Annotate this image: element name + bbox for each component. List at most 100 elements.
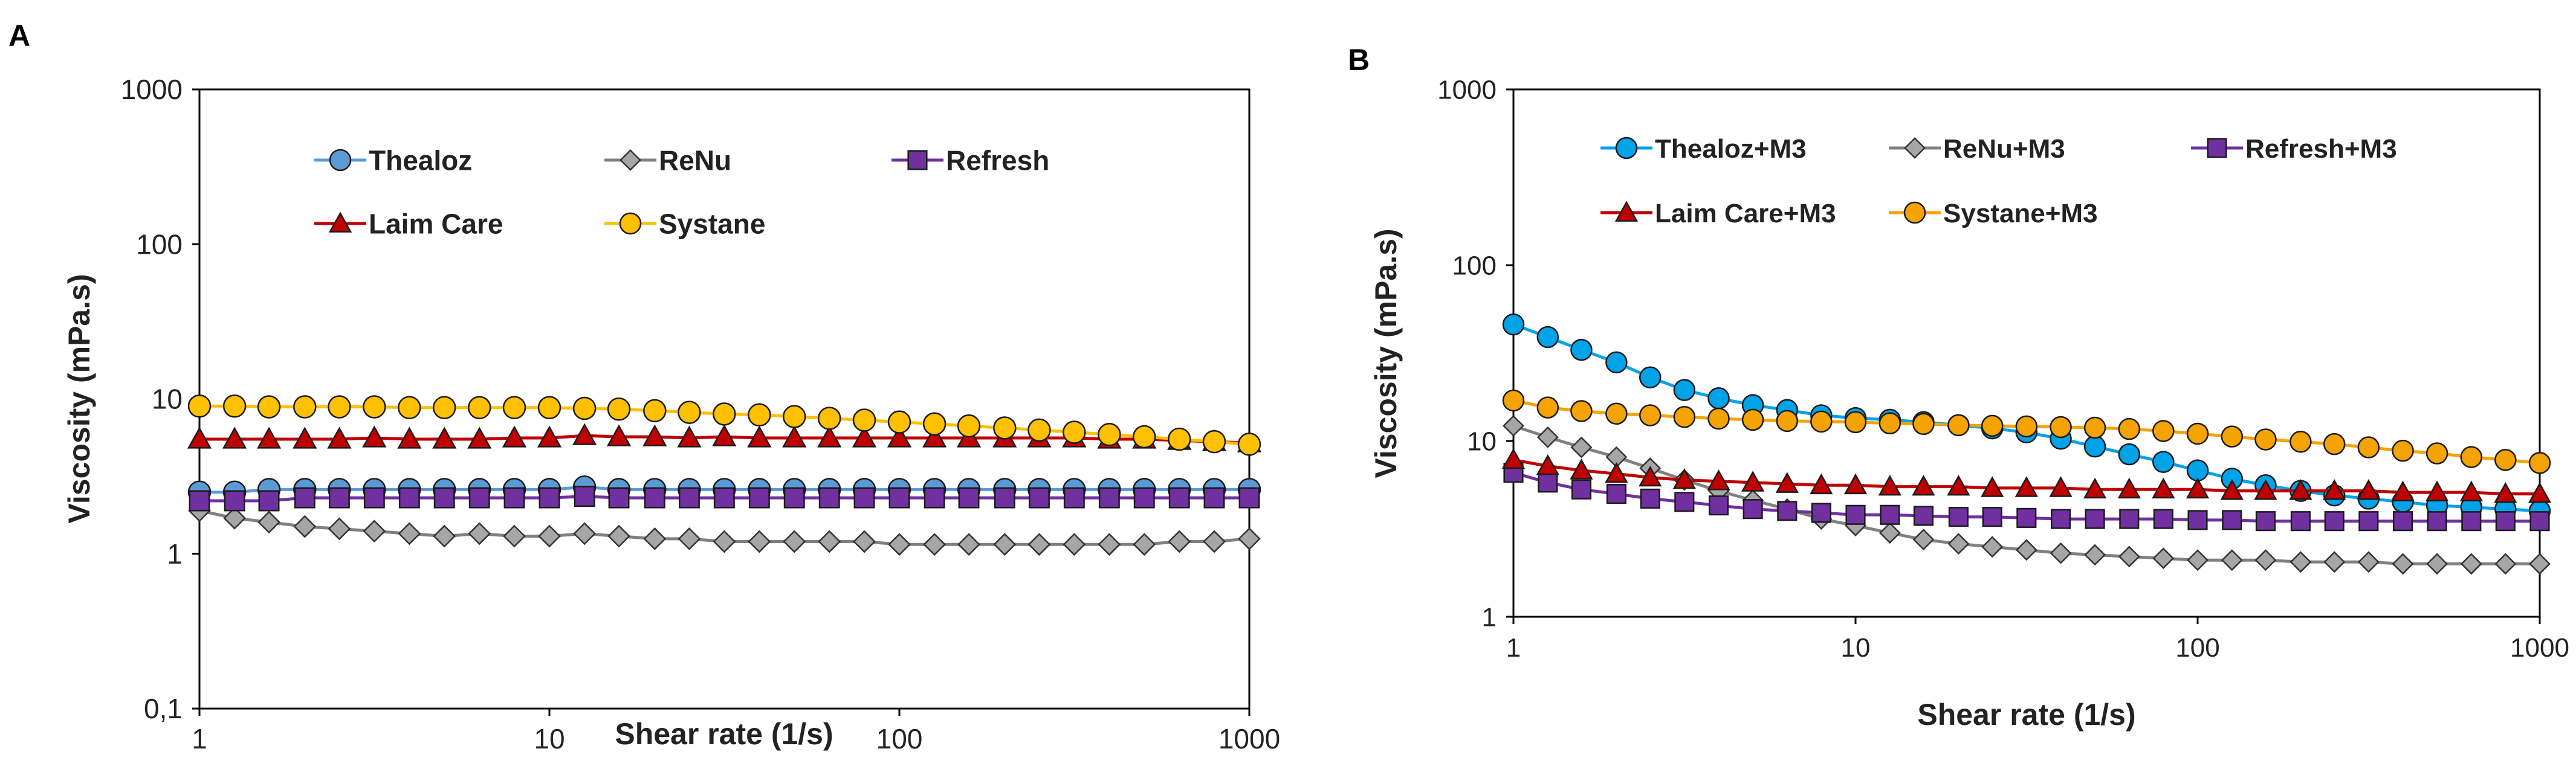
data-point-refresh-m3 [2324,511,2345,532]
data-point-refresh [994,487,1015,509]
legend-label: Thealoz+M3 [1655,134,1807,164]
y-tick-label: 0,1 [144,693,183,724]
data-point-laim-care [362,425,387,448]
data-point-thealoz-m3 [1639,366,1662,388]
x-tick-label: 1000 [1218,723,1280,755]
data-point-systane [643,399,667,423]
data-point-systane-m3 [2118,417,2141,440]
legend-marker [1614,201,1639,222]
data-point-systane-m3 [2186,422,2209,445]
data-point-systane [1132,425,1156,449]
data-point-laim-care-m3 [1707,469,1730,491]
data-point-laim-care-m3 [2289,479,2312,500]
data-point-renu [573,522,596,545]
data-point-laim-care [222,426,247,449]
legend-marker [329,149,352,172]
data-point-renu [1027,533,1051,556]
panel-a-plot-frame [198,88,1251,710]
data-point-laim-care-m3 [2459,480,2483,501]
data-point-systane-m3 [1810,410,1833,433]
data-point-renu [223,506,246,530]
data-point-thealoz-m3 [1570,338,1593,361]
data-point-renu [923,533,946,556]
data-point-laim-care-m3 [1775,472,1799,493]
data-point-refresh [433,487,455,509]
data-point-refresh-m3 [2187,510,2208,530]
data-point-systane-m3 [2083,416,2106,439]
data-point-refresh-m3 [1982,507,2002,527]
data-point-renu [783,530,806,553]
data-point-laim-care-m3 [1947,474,1970,496]
data-point-laim-care-m3 [1810,473,1833,495]
data-point-refresh [924,487,945,509]
data-point-systane-m3 [2050,416,2072,439]
data-point-systane-m3 [1639,404,1662,426]
data-point-renu-m3 [1912,529,1935,551]
data-point-renu [643,527,667,550]
data-point-thealoz-m3 [1673,379,1696,401]
data-point-refresh [1168,487,1190,509]
data-point-renu [957,533,980,556]
data-point-renu [257,510,280,534]
x-tick-label: 1 [1506,633,1521,663]
data-point-refresh [1133,487,1155,509]
data-point-laim-care [572,423,597,445]
y-tick-label: 100 [136,228,183,260]
data-point-systane-m3 [2426,442,2448,465]
data-point-systane [1167,427,1191,451]
data-point-refresh [888,487,910,509]
data-point-systane-m3 [2015,415,2038,438]
data-point-refresh [224,490,245,512]
data-point-renu-m3 [1879,522,1901,544]
data-point-refresh-m3 [1674,492,1695,512]
data-point-laim-care [606,424,632,446]
data-point-renu [328,517,351,541]
legend-label: Refresh+M3 [2245,134,2397,164]
x-tick-label: 10 [1841,633,1871,663]
data-point-refresh-m3 [1811,503,1831,523]
data-point-systane-m3 [1776,410,1799,433]
data-point-renu-m3 [2118,545,2140,568]
panel-a-series [187,394,1262,556]
data-point-renu-m3 [1570,436,1593,459]
data-point-refresh [1238,487,1260,509]
data-point-refresh [644,487,665,509]
data-point-renu-m3 [2221,549,2243,571]
data-point-systane [1063,420,1086,444]
data-point-thealoz-m3 [2186,459,2209,481]
data-point-laim-care [852,425,877,448]
x-tick-label: 1000 [2510,633,2569,663]
data-point-refresh [678,487,700,509]
data-point-systane-m3 [2392,439,2414,462]
data-point-systane-m3 [1981,414,2004,437]
legend-entry-refresh-m3: Refresh+M3 [2191,134,2397,164]
data-point-renu [853,530,876,553]
data-point-systane-m3 [2290,431,2312,453]
data-point-thealoz-m3 [2083,435,2106,458]
data-point-systane-m3 [1536,396,1559,419]
data-point-refresh [1028,487,1050,509]
data-point-laim-care-m3 [1912,474,1935,496]
data-point-laim-care [327,426,352,449]
data-point-refresh-m3 [2290,511,2311,532]
data-point-laim-care-m3 [2117,477,2141,499]
data-point-renu [1203,530,1226,553]
data-point-renu [293,515,317,538]
data-point-renu [1098,533,1121,556]
y-tick-label: 1 [167,538,183,570]
data-point-systane-m3 [1879,412,1901,435]
data-point-systane-m3 [2460,446,2483,468]
legend-entry-systane-m3: Systane+M3 [1889,199,2098,228]
data-point-systane-m3 [1605,402,1628,425]
legend-label: Refresh [946,145,1049,176]
data-point-laim-care-m3 [2049,476,2073,497]
legend-label: ReNu [659,145,731,176]
data-point-laim-care-m3 [2015,476,2038,497]
data-point-refresh [748,487,770,509]
data-point-laim-care [293,426,317,449]
panel-b: B Shear rate (1/s) Viscosity (mPa.s) 1 10… [1348,43,2569,732]
data-point-refresh [539,487,560,509]
data-point-refresh [713,487,735,509]
data-point-refresh [503,487,525,509]
